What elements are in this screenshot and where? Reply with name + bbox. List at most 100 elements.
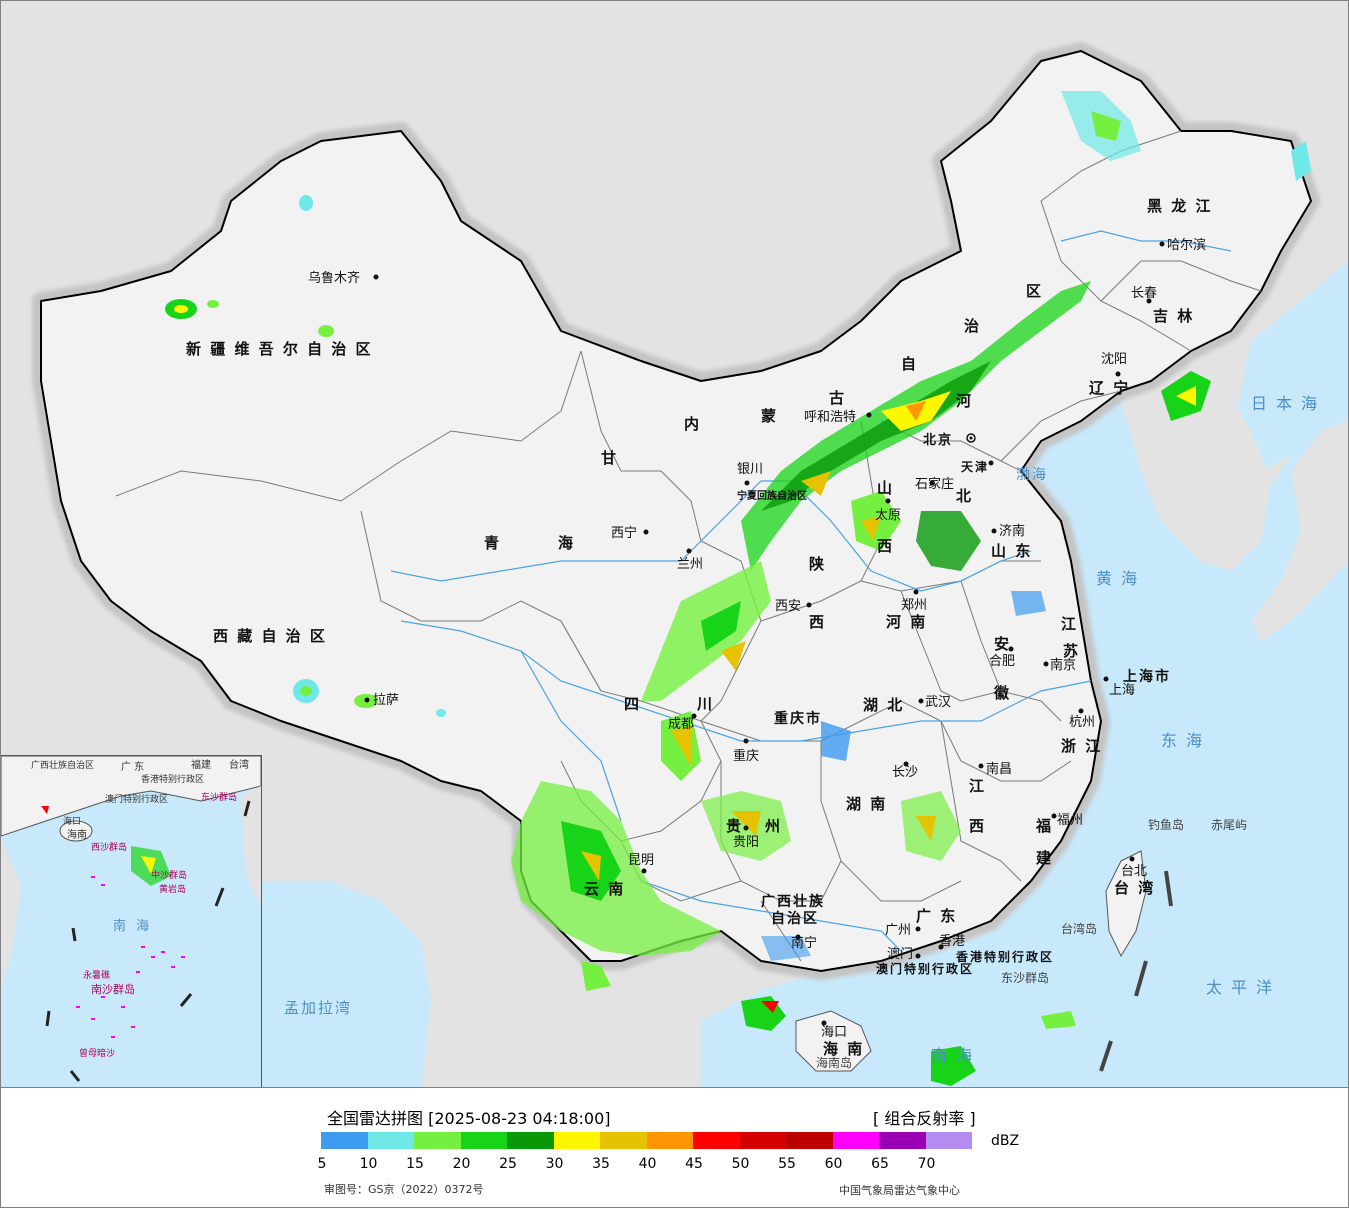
city-urumqi: 乌鲁木齐 (308, 270, 360, 286)
city-jinan: 济南 (999, 523, 1025, 539)
label-jiangxi-2: 西 (969, 817, 986, 835)
label-sichuan-2: 川 (696, 695, 714, 713)
china-land (40, 50, 1312, 972)
sea-labels: 渤海 黄 海 东 海 南 海 日 本 海 太 平 洋 孟加拉湾 (284, 394, 1319, 1065)
label-hunan: 湖 南 (846, 795, 887, 813)
city-haikou: 海口 (821, 1025, 847, 1040)
scale-tick-label: 60 (824, 1156, 843, 1172)
label-jilin: 吉 林 (1153, 307, 1194, 325)
city-changchun: 长春 (1131, 286, 1157, 301)
label-shaanxi-2: 西 (809, 613, 826, 631)
japan (1251, 421, 1348, 641)
inset-hk: 香港特别行政区 (141, 773, 204, 785)
sea-riben: 日 本 海 (1251, 394, 1319, 413)
label-anhui-2: 徽 (993, 684, 1011, 702)
sea-huanghai: 黄 海 (1096, 569, 1139, 588)
label-shanxi-1: 山 (877, 479, 894, 497)
inset-hainan: 海南 (67, 828, 87, 841)
label-xianggang: 香港特别行政区 (955, 949, 1054, 964)
label-fujian-2: 建 (1036, 849, 1053, 867)
label-chongqing: 重庆市 (774, 710, 822, 727)
inset-nanhai: 南 海 (113, 918, 152, 934)
scale-tick-label: 25 (499, 1156, 517, 1172)
scale-swatch (925, 1132, 972, 1149)
scale-swatch (414, 1132, 461, 1149)
scale-tick-label: 35 (592, 1156, 610, 1172)
data-source: 中国气象局雷达气象中心 (839, 1184, 960, 1197)
inset-zhongsha: 中沙群岛 (151, 869, 187, 881)
island-labels: 钓鱼岛 赤尾屿 台湾岛 东沙群岛 海南岛 (816, 817, 1247, 1070)
label-shanxi-2: 西 (877, 537, 894, 555)
color-scale (321, 1132, 972, 1149)
scale-tick-label: 55 (778, 1156, 796, 1172)
nine-dash-segments (1099, 870, 1173, 1072)
city-lanzhou: 兰州 (677, 557, 703, 572)
rivers (390, 230, 1232, 952)
sea-donghai: 东 海 (1161, 731, 1204, 750)
scale-swatch (367, 1132, 414, 1149)
label-hubei: 湖 北 (863, 696, 904, 714)
city-hongkong: 香港 (939, 934, 965, 949)
label-jiangxi-1: 江 (969, 777, 986, 795)
scale-swatch (460, 1132, 507, 1149)
inset-macau: 澳门特别行政区 (105, 793, 168, 805)
sea-taiping: 太 平 洋 (1206, 978, 1274, 997)
scale-tick-label: 40 (638, 1156, 657, 1172)
city-xian: 西安 (775, 599, 801, 614)
scale-swatch (553, 1132, 600, 1149)
label-shaanxi-1: 陕 (809, 555, 826, 573)
label-hebei-1: 河 (956, 392, 973, 410)
city-lhasa: 拉萨 (373, 693, 399, 708)
unit-label: dBZ (991, 1133, 1020, 1149)
inset-huangyan: 黄岩岛 (159, 883, 186, 895)
label-anhui-1: 安 (994, 635, 1011, 653)
label-liaoning: 辽 宁 (1089, 379, 1130, 397)
scale-tick-label: 70 (917, 1156, 936, 1172)
ocean-japan-sea (1231, 261, 1348, 471)
scale-swatch (646, 1132, 693, 1149)
label-fujian-1: 福 (1035, 817, 1053, 835)
scale-swatch (832, 1132, 879, 1149)
product-name: [ 组合反射率 ] (873, 1109, 976, 1128)
taiwan-island (1105, 850, 1147, 958)
ocean-east (701, 381, 1348, 1087)
scale-tick-label: 20 (452, 1156, 471, 1172)
island-chiwei: 赤尾屿 (1211, 818, 1247, 832)
label-guangdong: 广 东 (916, 907, 957, 925)
region-labels: 新 疆 维 吾 尔 自 治 区 西 藏 自 治 区 青 海 甘 内 蒙 古 自 … (186, 197, 1210, 1058)
china-map: 新 疆 维 吾 尔 自 治 区 西 藏 自 治 区 青 海 甘 内 蒙 古 自 … (1, 1, 1348, 1088)
city-wuhan: 武汉 (925, 695, 951, 710)
city-fuzhou: 福州 (1057, 813, 1083, 828)
label-ningxia: 宁夏回族自治区 (737, 489, 807, 502)
inset-haikou: 海口 (63, 815, 81, 827)
city-guiyang: 贵阳 (733, 835, 759, 850)
label-guangxi-1: 广西壮族 (761, 893, 825, 910)
island-dongsha: 东沙群岛 (1001, 970, 1049, 985)
label-sichuan-1: 四 (624, 695, 641, 713)
scale-tick-label: 15 (406, 1156, 424, 1172)
scale-swatch (600, 1132, 647, 1149)
city-labels: 乌鲁木齐 拉萨 西宁 兰州 银川 呼和浩特 北京 天津 石家庄 太原 济南 郑州… (308, 237, 1206, 1040)
inset-nansha: 南沙群岛 (91, 982, 135, 996)
city-zhengzhou: 郑州 (901, 598, 927, 613)
city-shenyang: 沈阳 (1101, 352, 1127, 367)
radar-echoes (165, 91, 1311, 1086)
city-taipei: 台北 (1121, 864, 1147, 879)
city-nanning: 南宁 (791, 935, 817, 951)
label-qinghai-1: 青 (484, 534, 501, 552)
map-canvas: 新 疆 维 吾 尔 自 治 区 西 藏 自 治 区 青 海 甘 内 蒙 古 自 … (1, 1, 1348, 1087)
label-neimenggu-3: 古 (829, 389, 846, 407)
inset-zengmu: 曾母暗沙 (79, 1047, 115, 1059)
city-nanjing: 南京 (1050, 657, 1076, 673)
city-harbin: 哈尔滨 (1167, 237, 1206, 253)
label-jiangsu-1: 江 (1061, 615, 1078, 633)
scale-tick-label: 50 (731, 1156, 750, 1172)
city-shijiazhuang: 石家庄 (915, 476, 954, 492)
sea-bohai: 渤海 (1016, 467, 1048, 483)
label-tianjin-region: 天津 (961, 459, 989, 474)
inset-canvas: 广 东 广西壮族自治区 福建 台湾 香港特别行政区 澳门特别行政区 东沙群岛 海… (1, 756, 261, 1082)
city-chongqing: 重庆 (733, 748, 759, 764)
label-xinjiang: 新 疆 维 吾 尔 自 治 区 (186, 340, 373, 358)
label-neimenggu-5: 治 (964, 317, 981, 335)
south-china-sea-inset: 广 东 广西壮族自治区 福建 台湾 香港特别行政区 澳门特别行政区 东沙群岛 海… (1, 755, 262, 1087)
